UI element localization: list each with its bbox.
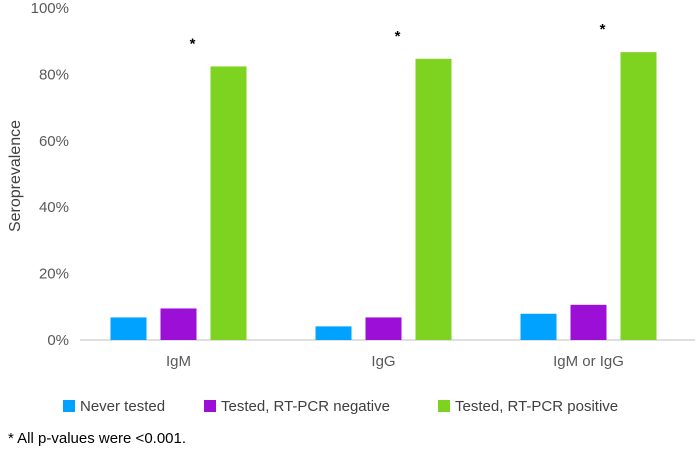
legend-label: Tested, RT-PCR negative	[221, 398, 390, 415]
bar-tested-rt-pcr-positive-igg	[415, 58, 452, 341]
legend-label: Tested, RT-PCR positive	[455, 398, 618, 415]
legend-label: Never tested	[80, 398, 165, 415]
bar-tested-rt-pcr-negative-igg	[365, 317, 402, 340]
bar-tested-rt-pcr-negative-igm	[160, 308, 197, 340]
y-axis-label: Seroprevalence	[7, 120, 24, 232]
bar-tested-rt-pcr-negative-igm-or-igg	[570, 304, 607, 340]
significance-marks: * * *	[190, 21, 606, 52]
y-tick-label: 60%	[39, 133, 69, 150]
legend: Never tested Tested, RT-PCR negative Teste…	[63, 398, 618, 415]
bar-never-tested-igm	[110, 317, 147, 340]
legend-swatch	[63, 400, 75, 412]
significance-mark: *	[190, 35, 196, 52]
seroprevalence-chart: Seroprevalence 0% 20% 40% 60% 80% 100% * * * Ig…	[7, 0, 695, 415]
legend-swatch	[438, 400, 450, 412]
y-tick-label: 20%	[39, 266, 69, 283]
category-label: IgM or IgG	[553, 353, 624, 370]
footnote: * All p-values were <0.001.	[8, 430, 187, 447]
bar-tested-rt-pcr-positive-igm	[210, 66, 247, 340]
category-label: IgM	[166, 353, 191, 370]
y-tick-label: 0%	[47, 332, 69, 349]
category-labels: IgM IgG IgM or IgG	[166, 353, 624, 370]
significance-mark: *	[600, 21, 606, 38]
y-tick-label: 40%	[39, 199, 69, 216]
significance-mark: *	[395, 28, 401, 45]
bar-tested-rt-pcr-positive-igm-or-igg	[620, 52, 657, 340]
y-tick-label: 80%	[39, 66, 69, 83]
y-tick-labels: 0% 20% 40% 60% 80% 100%	[31, 0, 69, 349]
y-tick-label: 100%	[31, 0, 69, 17]
bar-group	[110, 52, 657, 341]
legend-swatch	[204, 400, 216, 412]
bar-never-tested-igm-or-igg	[520, 313, 557, 340]
category-label: IgG	[371, 353, 395, 370]
bar-never-tested-igg	[315, 326, 352, 340]
